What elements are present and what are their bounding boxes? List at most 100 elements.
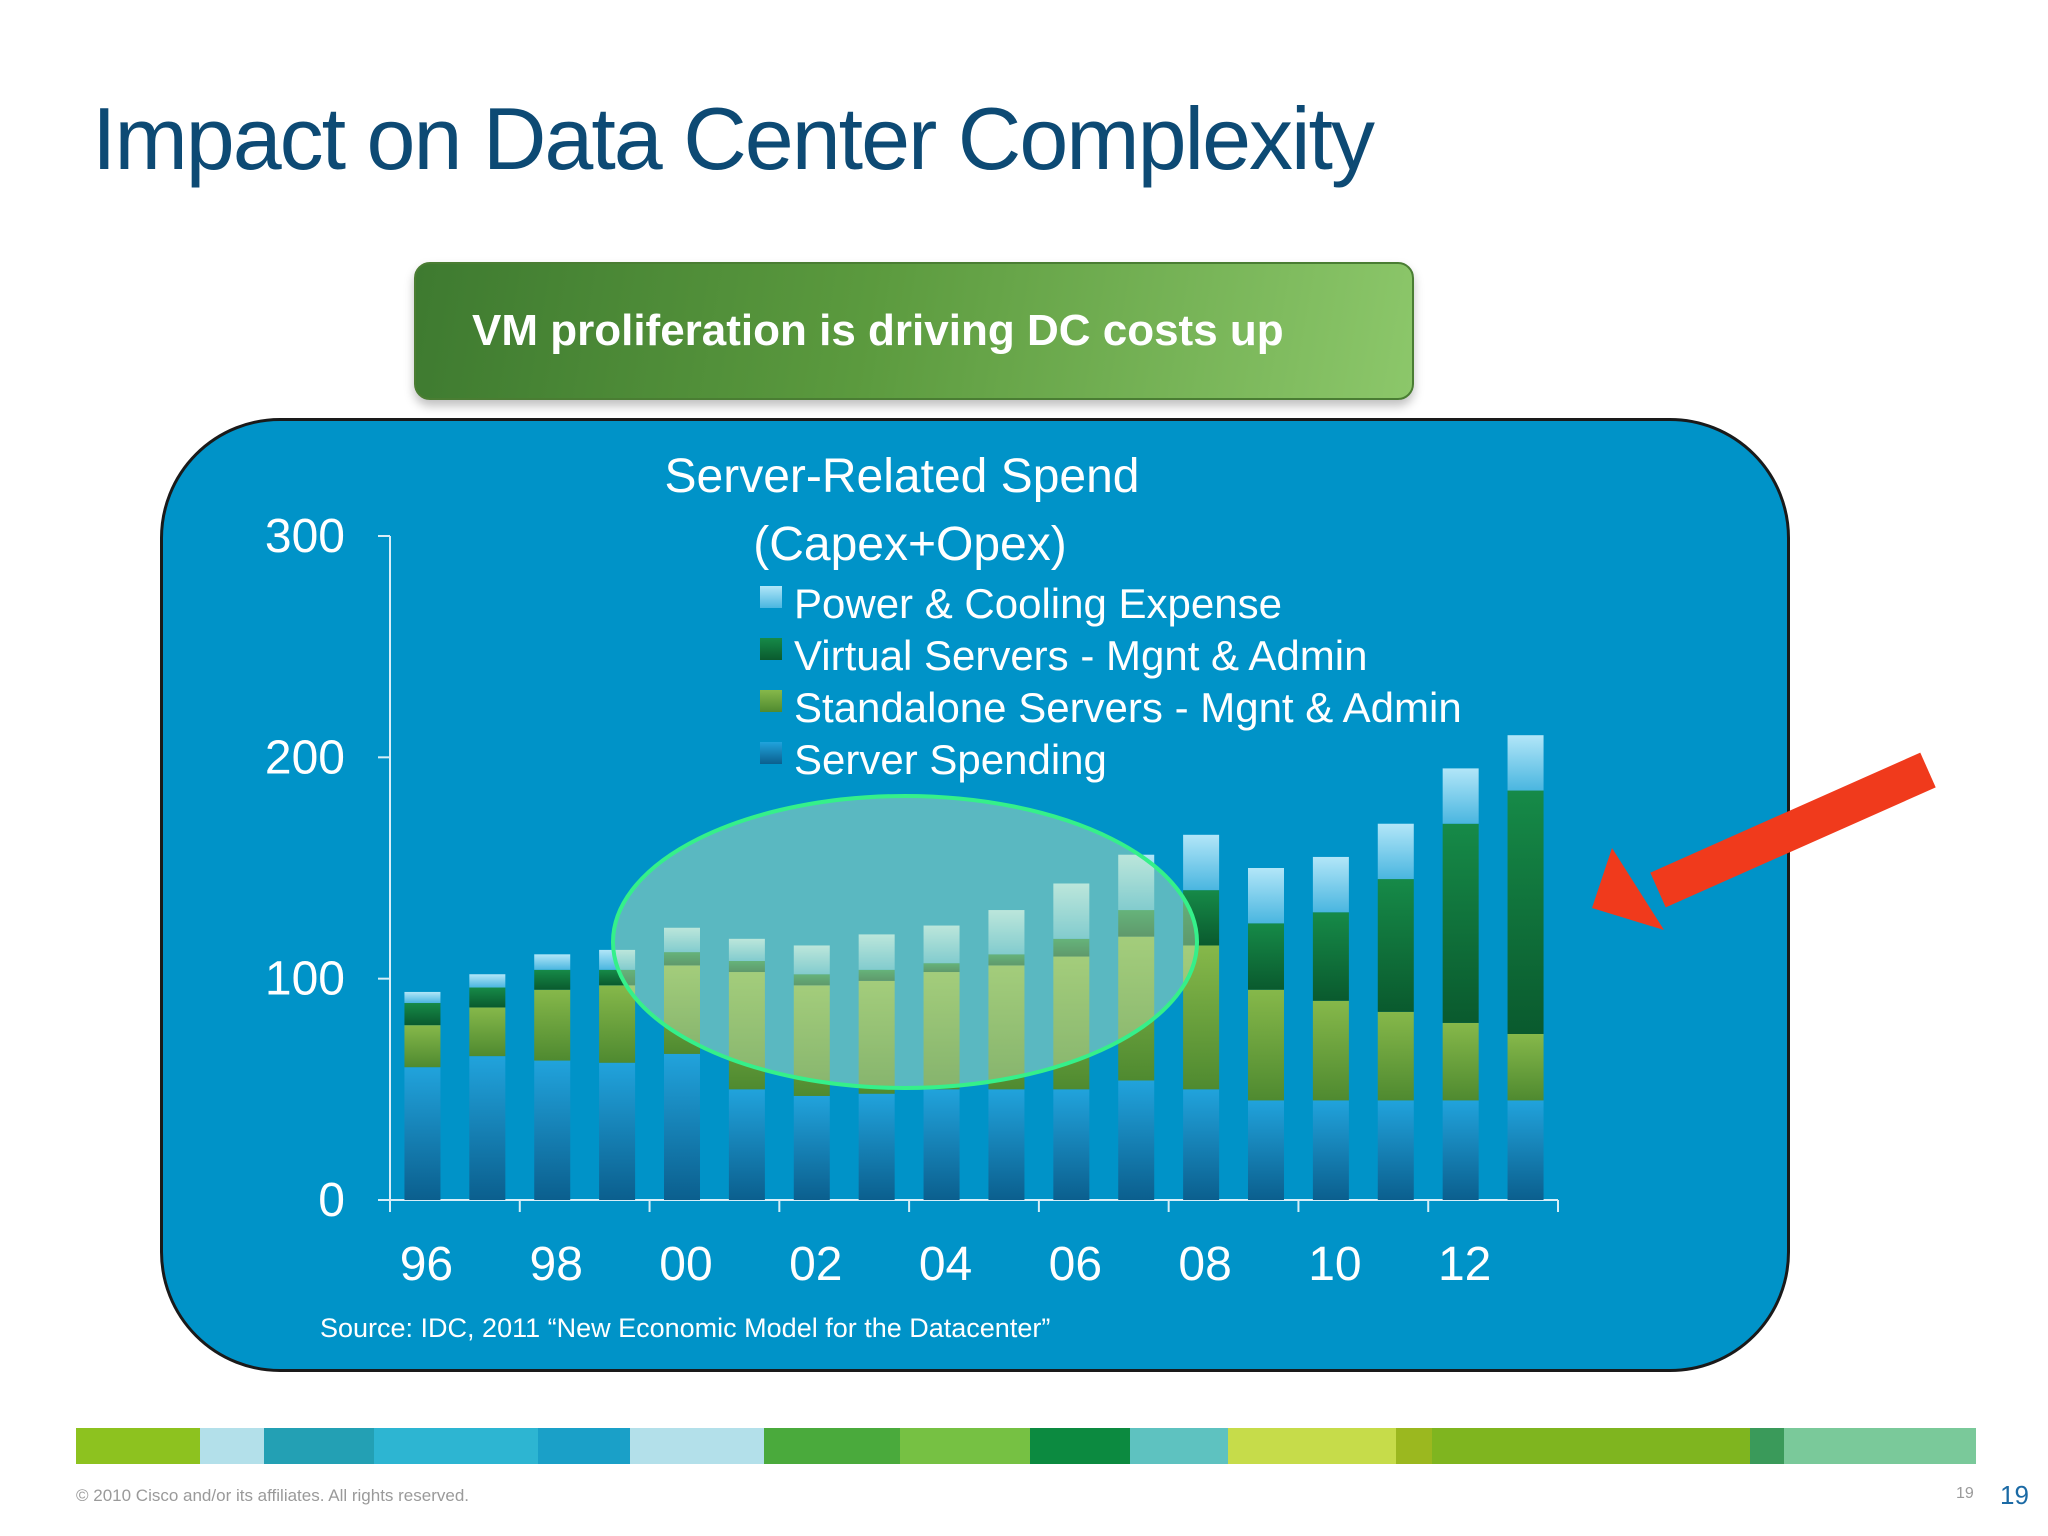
chart-title: Server-Related Spend — [665, 450, 1140, 503]
stripe-segment — [1784, 1428, 1976, 1464]
bar-segment — [664, 927, 700, 953]
bar-segment — [1507, 735, 1544, 791]
bar-segment — [988, 954, 1025, 966]
bar-segment — [923, 1089, 960, 1200]
bar-segment — [858, 1093, 895, 1200]
bar-segment — [599, 1062, 636, 1200]
stripe-segment — [1432, 1428, 1750, 1464]
bar-segment — [1377, 1011, 1414, 1101]
bar-segment — [793, 974, 830, 986]
bar-segment — [1053, 883, 1090, 939]
legend-label: Server Spending — [794, 736, 1107, 783]
x-tick-label: 02 — [789, 1238, 842, 1291]
bar-segment — [1442, 768, 1479, 824]
bar-segment — [404, 1025, 441, 1068]
bar-segment — [1183, 834, 1220, 891]
bar-segment — [599, 985, 636, 1063]
page-number: 19 — [2000, 1480, 2029, 1510]
bar-segment — [1442, 823, 1479, 1023]
bar-segment — [469, 987, 506, 1008]
bar-segment — [728, 960, 765, 973]
bar-segment — [534, 954, 571, 970]
x-tick-label: 98 — [530, 1238, 583, 1291]
bar-segment — [1377, 879, 1414, 1012]
bar-segment — [793, 945, 830, 975]
bar-segment — [1312, 1000, 1349, 1101]
stripe-segment — [264, 1428, 374, 1464]
bar-segment — [404, 1067, 441, 1200]
bar-segment — [988, 965, 1025, 1090]
bar-segment — [1183, 890, 1220, 946]
x-tick-label: 04 — [919, 1238, 972, 1291]
bar-segment — [1442, 1022, 1479, 1101]
y-tick-label: 0 — [318, 1174, 345, 1227]
bar-segment — [404, 991, 441, 1004]
stripe-segment — [630, 1428, 764, 1464]
bar-segment — [728, 1089, 765, 1200]
bar-segment — [1183, 945, 1220, 1090]
bar-segment — [534, 969, 571, 990]
y-tick-label: 200 — [265, 731, 345, 784]
bar-segment — [1118, 910, 1155, 937]
bar-segment — [1183, 1089, 1220, 1200]
bar-segment — [664, 965, 700, 1054]
legend-swatch — [760, 690, 782, 712]
x-tick-label: 10 — [1308, 1238, 1361, 1291]
bar-segment — [469, 1007, 506, 1057]
bar-segment — [858, 934, 895, 970]
bar-segment — [664, 1053, 700, 1200]
bar-segment — [1118, 1080, 1155, 1200]
stripe-segment — [1030, 1428, 1130, 1464]
bar-segment — [793, 1095, 830, 1200]
bar-segment — [923, 972, 960, 1090]
bar-segment — [923, 963, 960, 973]
stripe-segment — [374, 1428, 538, 1464]
page-title: Impact on Data Center Complexity — [92, 89, 1375, 188]
chart-legend: Power & Cooling Expense Virtual Servers -… — [760, 580, 1462, 783]
x-tick-label: 12 — [1438, 1238, 1491, 1291]
stripe-segment — [538, 1428, 630, 1464]
bar-segment — [1118, 854, 1155, 911]
stripe-segment — [1750, 1428, 1784, 1464]
bar-segment — [664, 952, 700, 966]
chart-subtitle: (Capex+Opex) — [753, 518, 1066, 571]
x-tick-label: 08 — [1178, 1238, 1231, 1291]
x-tick-label: 00 — [659, 1238, 712, 1291]
bar-segment — [923, 925, 960, 964]
bar-segment — [1312, 912, 1349, 1001]
copyright-text: © 2010 Cisco and/or its affiliates. All … — [76, 1486, 470, 1505]
legend-label: Virtual Servers - Mgnt & Admin — [794, 632, 1367, 679]
headline-banner-text: VM proliferation is driving DC costs up — [472, 306, 1284, 355]
bar-segment — [1507, 1034, 1544, 1101]
bar-segment — [1053, 1089, 1090, 1200]
bar-segment — [534, 1060, 571, 1200]
bar-segment — [728, 938, 765, 961]
bar-segment — [988, 1089, 1025, 1200]
page-number-small: 19 — [1956, 1485, 1974, 1502]
bar-segment — [1248, 923, 1284, 990]
bar-segment — [534, 989, 571, 1061]
stripe-segment — [900, 1428, 1030, 1464]
bar-segment — [469, 974, 506, 988]
x-tick-label: 96 — [400, 1238, 453, 1291]
legend-label: Standalone Servers - Mgnt & Admin — [794, 684, 1462, 731]
legend-swatch — [760, 742, 782, 764]
headline-banner: VM proliferation is driving DC costs up — [414, 262, 1414, 400]
bar-segment — [1312, 1100, 1349, 1200]
bar-segment — [1507, 1100, 1544, 1200]
bar-segment — [469, 1056, 506, 1200]
bar-segment — [988, 910, 1025, 955]
stripe-segment — [764, 1428, 900, 1464]
stripe-segment — [1396, 1428, 1432, 1464]
stripe-segment — [1228, 1428, 1396, 1464]
y-tick-label: 100 — [265, 953, 345, 1006]
bar-segment — [1053, 938, 1090, 957]
bar-segment — [1248, 989, 1284, 1101]
bar-segment — [1377, 1100, 1414, 1200]
bar-segment — [1312, 856, 1349, 913]
legend-swatch — [760, 586, 782, 608]
x-tick-label: 06 — [1049, 1238, 1102, 1291]
legend-label: Power & Cooling Expense — [794, 580, 1282, 627]
bar-segment — [1507, 790, 1544, 1034]
